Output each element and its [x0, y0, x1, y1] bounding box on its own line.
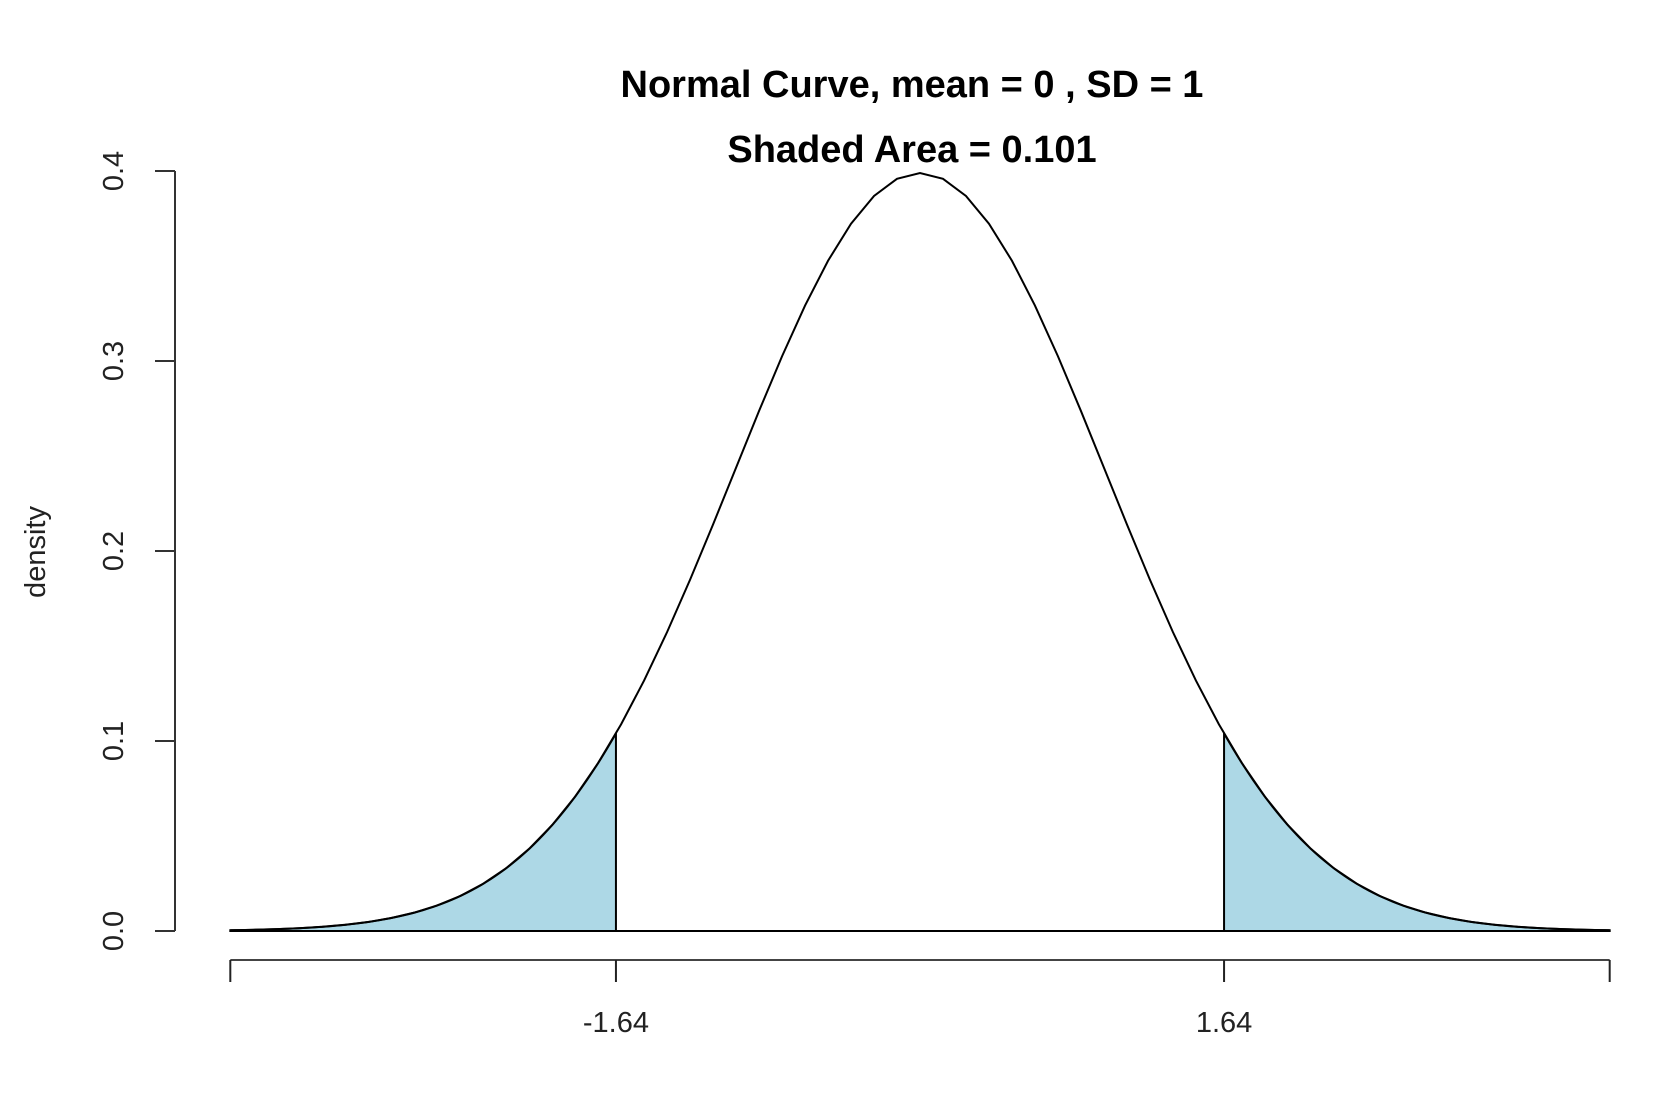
y-tick-label: 0.4 [98, 151, 130, 191]
y-tick-label: 0.1 [98, 721, 130, 761]
shaded-region-1 [1223, 729, 1611, 932]
y-tick-label: 0.2 [98, 531, 130, 571]
y-axis-label: density [20, 506, 52, 598]
chart-subtitle: Shaded Area = 0.101 [727, 129, 1096, 171]
y-tick-label: 0.3 [98, 341, 130, 381]
chart-title: Normal Curve, mean = 0 , SD = 1 [621, 64, 1204, 106]
x-tick-label: -1.64 [583, 1007, 649, 1039]
x-tick-label: 1.64 [1196, 1007, 1252, 1039]
density-curve [230, 171, 1610, 932]
shaded-region-0 [229, 729, 617, 932]
y-tick-label: 0.0 [98, 911, 130, 951]
